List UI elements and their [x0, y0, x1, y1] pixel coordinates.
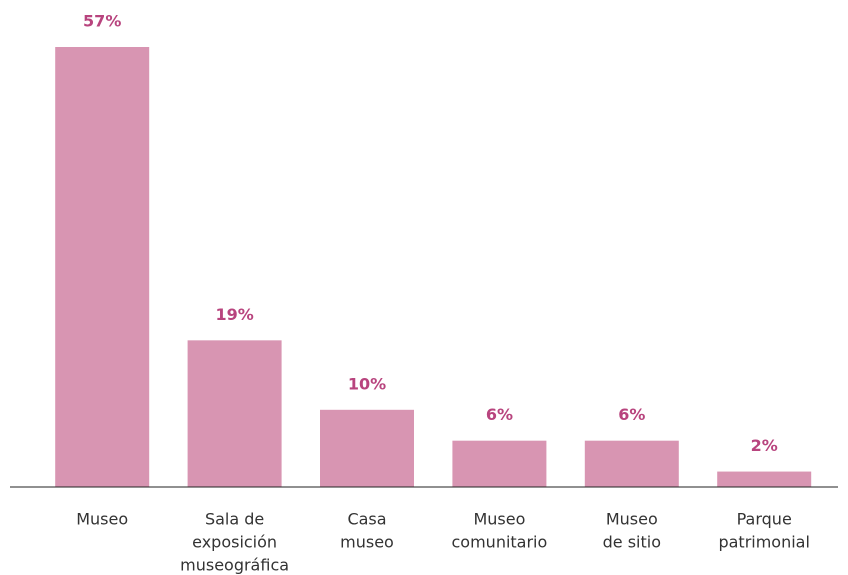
bar — [717, 471, 812, 487]
category-label: de sitio — [603, 533, 661, 552]
category-label: Sala de — [205, 510, 264, 529]
value-label: 6% — [486, 405, 513, 424]
category-label: Museo — [473, 510, 525, 529]
category-label: museográfica — [180, 556, 289, 575]
category-label: patrimonial — [718, 533, 809, 552]
bar — [452, 440, 547, 487]
category-label: comunitario — [452, 533, 548, 552]
category-label: exposición — [192, 533, 277, 552]
bar — [55, 47, 150, 487]
bar — [187, 340, 282, 487]
value-label: 19% — [215, 305, 253, 324]
category-label: Museo — [76, 510, 128, 529]
category-label: Casa — [347, 510, 386, 529]
value-label: 2% — [751, 436, 778, 455]
bar — [584, 440, 679, 487]
category-label: Parque — [737, 510, 792, 529]
value-label: 10% — [348, 374, 386, 393]
bar — [320, 409, 414, 487]
value-label: 57% — [83, 12, 121, 31]
value-label: 6% — [618, 405, 645, 424]
category-label: museo — [340, 533, 394, 552]
category-label: Museo — [606, 510, 658, 529]
